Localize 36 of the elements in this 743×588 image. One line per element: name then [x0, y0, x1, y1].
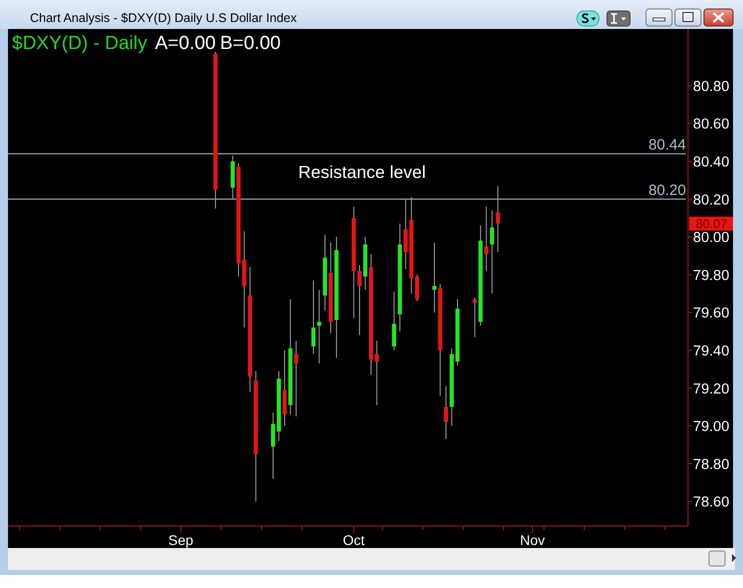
annotation: Resistance level — [298, 162, 426, 182]
candlestick — [271, 412, 276, 480]
candlestick — [294, 340, 298, 417]
candlestick — [392, 291, 396, 351]
candlestick — [496, 185, 500, 252]
annotation: A=0.00 — [155, 33, 216, 54]
y-tick-label: 78.60 — [693, 494, 730, 511]
y-tick-label: 79.00 — [693, 419, 730, 436]
y-tick-label: 80.40 — [693, 154, 730, 170]
ref-line-label: 80.20 — [648, 182, 686, 200]
ref-line-label: 80.44 — [648, 136, 686, 154]
annotation: B=0.00 — [220, 33, 281, 54]
y-tick-label: 80.80 — [693, 78, 730, 95]
y-tick-label: 79.60 — [693, 306, 730, 322]
x-tick-label: Nov — [520, 532, 545, 548]
candlestick — [484, 206, 488, 272]
candlestick — [444, 386, 448, 440]
y-tick-label: 79.20 — [693, 381, 730, 398]
chart-title: Chart Analysis - $DXY(D) Daily U.S Dollar Index — [30, 11, 298, 25]
candlestick — [311, 280, 316, 355]
candlestick — [317, 289, 322, 364]
x-tick-label: Sep — [168, 532, 194, 548]
candlestick — [432, 242, 437, 313]
candlestick — [404, 198, 408, 270]
y-tick-label: 78.80 — [693, 456, 730, 473]
x-tick-label: Oct — [342, 532, 365, 548]
candlestick — [472, 296, 477, 338]
y-tick-label: 80.00 — [693, 230, 730, 246]
y-tick-label: 80.60 — [693, 116, 730, 133]
y-tick-label: 80.20 — [693, 192, 730, 208]
candlestick — [490, 210, 494, 294]
y-tick-label: 79.40 — [693, 343, 730, 360]
candlestick — [357, 264, 362, 336]
chart-subtitle: $DXY(D) - Daily — [12, 33, 148, 54]
y-tick-label: 79.80 — [693, 268, 730, 284]
annotation: 80.07 — [696, 217, 728, 232]
